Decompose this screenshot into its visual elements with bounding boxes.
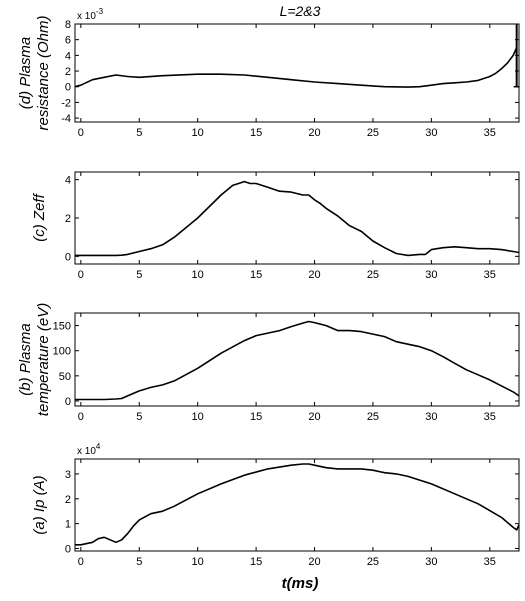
panel-c-xtick-label: 30 <box>425 269 437 281</box>
panel-b-xtick-label: 0 <box>78 411 84 423</box>
panel-b-xtick-label: 10 <box>192 411 204 423</box>
panel-b-xtick-label: 5 <box>136 411 142 423</box>
panel-c-ylabel-line: (c) Zeff <box>31 192 48 241</box>
panel-b-ylabel-line: (b) Plasma <box>17 323 34 396</box>
panel-d-ytick-label: 8 <box>65 19 71 31</box>
panel-a-xtick-label: 0 <box>78 556 84 568</box>
panel-a: 0 5 10 15 20 25 30 35 0 1 2 3 x 104 (a) Ip (A) <box>31 442 520 568</box>
panel-a-ytick-label: 3 <box>65 469 71 481</box>
panel-a-xtick-label: 35 <box>484 556 496 568</box>
panel-b-xtick-label: 25 <box>367 411 379 423</box>
panel-c-xtick-label: 10 <box>192 269 204 281</box>
panel-b-xtick-label: 15 <box>250 411 262 423</box>
panel-d-ytick-label: 2 <box>65 66 71 78</box>
x-axis-label: t(ms) <box>282 575 319 592</box>
panel-d-xtick-label: 10 <box>192 127 204 139</box>
panel-d-series-line <box>74 47 518 88</box>
figure-title: L=2&3 <box>280 3 321 19</box>
panel-b-xtick-label: 20 <box>308 411 320 423</box>
panel-a-series-line <box>75 463 520 546</box>
panel-a-exponent: x 104 <box>77 442 101 457</box>
panel-c-ytick-label: 2 <box>65 213 71 225</box>
panel-d-exponent: x 10-3 <box>77 7 104 22</box>
panel-b-xtick-label: 35 <box>484 411 496 423</box>
panel-d-xtick-label: 35 <box>484 127 496 139</box>
panel-a-xtick-label: 15 <box>250 556 262 568</box>
panel-d-ytick-label: 6 <box>65 35 71 47</box>
panel-a-frame <box>74 458 520 552</box>
panel-c-xtick-label: 25 <box>367 269 379 281</box>
panel-a-ylabel-line: (a) Ip (A) <box>31 475 48 534</box>
panel-d-xtick-label: 30 <box>425 127 437 139</box>
panel-d-ylabel-line: resistance (Ohm) <box>35 15 52 130</box>
panel-b-ylabel-line: temperature (eV) <box>35 303 52 416</box>
panel-c-xtick-label: 35 <box>484 269 496 281</box>
panel-a-xtick-label: 20 <box>308 556 320 568</box>
panel-a-ytick-label: 2 <box>65 494 71 506</box>
panel-a-ytick-label: 1 <box>65 519 71 531</box>
panel-b-ytick-label: 150 <box>53 321 71 333</box>
panel-d-ytick-label: -4 <box>61 113 71 125</box>
panel-b-ytick-label: 50 <box>59 371 71 383</box>
panel-d: 0 5 10 15 20 25 30 35 -4 -2 0 2 4 6 8 x 10-3 (d) Plasma r… <box>17 7 520 139</box>
panel-c-ytick-label: 4 <box>65 175 71 187</box>
panel-a-xtick-label: 25 <box>367 556 379 568</box>
panel-a-xtick-label: 30 <box>425 556 437 568</box>
panel-d-xtick-label: 25 <box>367 127 379 139</box>
panel-b: 0 5 10 15 20 25 30 35 0 50 100 150 (b) Plasma tempera… <box>17 303 520 423</box>
panel-b-xtick-label: 30 <box>425 411 437 423</box>
panel-b-ytick-label: 0 <box>65 396 71 408</box>
panel-c-xtick-label: 20 <box>308 269 320 281</box>
panel-c-xtick-label: 5 <box>136 269 142 281</box>
panel-b-series-line <box>75 320 520 401</box>
panel-d-ytick-label: 0 <box>65 82 71 94</box>
panel-a-xtick-label: 5 <box>136 556 142 568</box>
panel-d-xtick-label: 20 <box>308 127 320 139</box>
panel-d-xtick-label: 5 <box>136 127 142 139</box>
panel-a-ytick-label: 0 <box>65 544 71 556</box>
panel-d-ytick-label: 4 <box>65 50 71 62</box>
panel-c-series-line <box>75 180 520 257</box>
panel-c: 0 5 10 15 20 25 30 35 0 2 4 (c) Zeff <box>31 171 520 281</box>
panel-c-ytick-label: 0 <box>65 251 71 263</box>
panel-c-xtick-label: 15 <box>250 269 262 281</box>
panel-a-xtick-label: 10 <box>192 556 204 568</box>
panel-b-ytick-label: 100 <box>53 346 71 358</box>
panel-d-ylabel-line: (d) Plasma <box>17 37 34 110</box>
panel-d-ytick-label: -2 <box>61 97 71 109</box>
panel-c-xtick-label: 0 <box>78 269 84 281</box>
panel-d-xtick-label: 15 <box>250 127 262 139</box>
panel-b-frame <box>74 312 520 407</box>
panel-d-xtick-label: 0 <box>78 127 84 139</box>
panel-d-frame <box>74 23 520 123</box>
